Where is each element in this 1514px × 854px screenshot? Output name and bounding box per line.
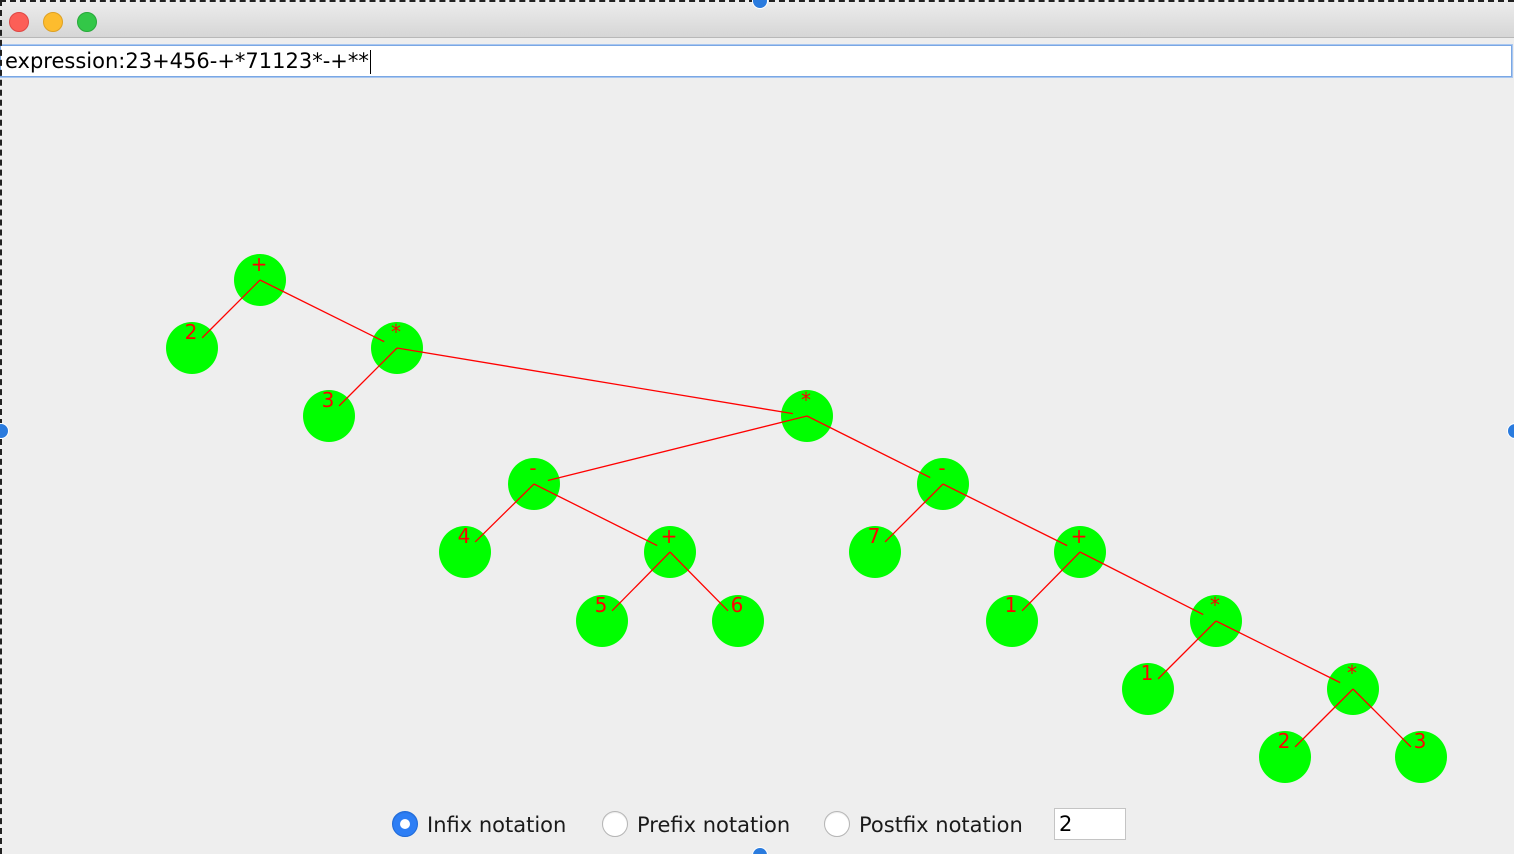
tree-node-label-n6: -	[529, 456, 536, 480]
tree-node-label-n16: 1	[1141, 661, 1154, 685]
text-caret	[369, 50, 371, 74]
tree-node-label-n5: *	[801, 388, 811, 412]
tree-node-label-n18: 2	[1278, 729, 1291, 753]
tree-node-label-n14: 1	[1005, 593, 1018, 617]
notation-controls: Infix notation Prefix notation Postfix n…	[0, 805, 1514, 845]
tree-node-label-n11: -	[938, 456, 945, 480]
expression-input-value: expression:23+456-+*71123*-+**	[5, 49, 369, 73]
tree-node-label-n10: 6	[731, 593, 744, 617]
tree-edge-n5-n6	[547, 415, 808, 482]
tree-edge-n3-n5	[396, 347, 793, 415]
tree-node-label-n4: 3	[322, 388, 335, 412]
tree-node-label-n7: 4	[458, 524, 471, 548]
tree-node-label-n19: 3	[1414, 729, 1427, 753]
tree-edge-n6-n7	[474, 483, 535, 543]
tree-node-label-n3: *	[391, 320, 401, 344]
tree-edge-n17-n18	[1294, 688, 1354, 748]
tree-node-label-n9: 5	[595, 593, 608, 617]
tree-edge-n13-n14	[1021, 551, 1081, 612]
tree-edge-n15-n17	[1215, 620, 1341, 684]
minimize-window-button[interactable]	[43, 12, 63, 32]
tree-edge-n8-n9	[611, 551, 671, 612]
prefix-notation-label[interactable]: Prefix notation	[637, 813, 791, 837]
tree-edge-n1-n3	[259, 279, 385, 343]
prefix-notation-radio[interactable]	[602, 811, 628, 837]
tree-edge-n15-n16	[1157, 620, 1217, 680]
tree-node-label-n17: *	[1347, 661, 1357, 685]
expression-input[interactable]: expression:23+456-+*71123*-+**	[0, 45, 1512, 77]
postfix-notation-label[interactable]: Postfix notation	[859, 813, 1023, 837]
tree-edge-n11-n12	[884, 483, 944, 543]
tree-node-label-n12: 7	[868, 524, 881, 548]
tree-edge-n11-n13	[942, 483, 1068, 547]
value-input[interactable]: 2	[1054, 808, 1126, 840]
close-window-button[interactable]	[9, 12, 29, 32]
infix-notation-label[interactable]: Infix notation	[427, 813, 567, 837]
infix-notation-radio[interactable]	[392, 811, 418, 837]
tree-edge-n8-n10	[669, 551, 729, 612]
tree-node-label-n15: *	[1210, 593, 1220, 617]
tree-node-label-n8: +	[661, 524, 678, 548]
tree-node-label-n2: 2	[185, 320, 198, 344]
postfix-notation-radio[interactable]	[824, 811, 850, 837]
tree-edge-n6-n8	[533, 483, 658, 547]
tree-node-label-n1: +	[251, 252, 268, 276]
tree-edge-n3-n4	[338, 347, 398, 407]
tree-node-label-n13: +	[1071, 524, 1088, 548]
tree-edge-n17-n19	[1352, 688, 1412, 748]
tree-edge-n1-n2	[201, 279, 261, 339]
tree-edge-n5-n11	[806, 415, 931, 479]
tree-edge-n13-n15	[1079, 551, 1204, 616]
maximize-window-button[interactable]	[77, 12, 97, 32]
